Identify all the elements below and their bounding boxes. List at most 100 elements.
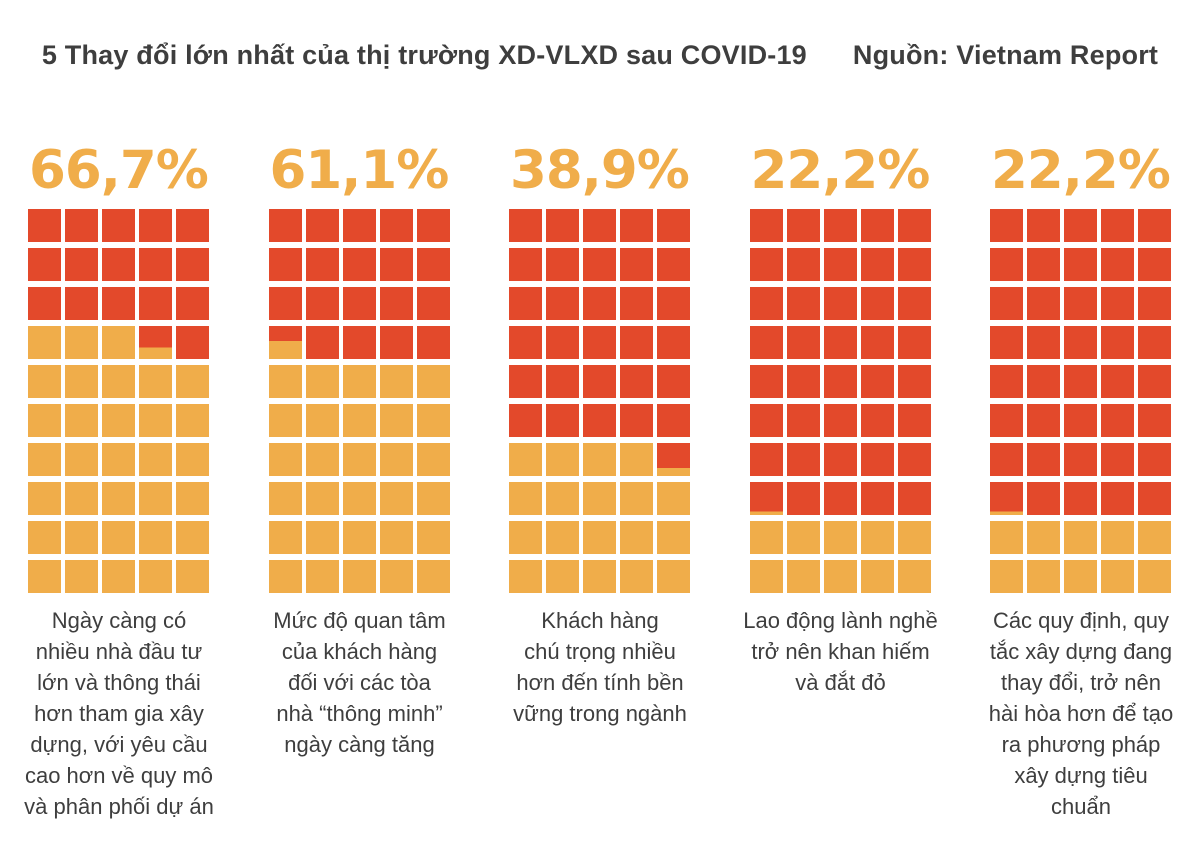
waffle-cell: [1101, 560, 1134, 593]
waffle-cell: [139, 443, 172, 476]
waffle-cell: [305, 482, 339, 515]
waffle-cell: [509, 287, 542, 320]
waffle-cell: [416, 209, 450, 242]
waffle-cell: [990, 443, 1023, 476]
waffle-cell: [546, 404, 579, 437]
waffle-cell: [823, 209, 857, 242]
waffle-cell: [102, 443, 135, 476]
waffle-cell: [620, 404, 653, 437]
waffle-cell: [139, 560, 172, 593]
waffle-cell: [1027, 248, 1060, 281]
percentage-label: 66,7%: [29, 140, 209, 201]
waffle-cell: [823, 287, 857, 320]
waffle-cell: [1138, 209, 1171, 242]
waffle-cell: [1138, 326, 1171, 359]
waffle-cell: [583, 248, 616, 281]
waffle-cell: [176, 248, 209, 281]
waffle-grid: [749, 209, 932, 593]
waffle-cell: [860, 560, 894, 593]
waffle-cell: [546, 248, 579, 281]
waffle-column-5: 22,2% Các quy định, quy tắc xây dựng đang…: [989, 141, 1173, 822]
waffle-cell: [823, 443, 857, 476]
waffle-cell: [176, 521, 209, 554]
waffle-cell: [1101, 326, 1134, 359]
infographic-page: 5 Thay đổi lớn nhất của thị trường XD-VL…: [24, 40, 1173, 822]
waffle-cell: [990, 326, 1023, 359]
waffle-cell: [509, 404, 542, 437]
waffle-cell: [28, 365, 61, 398]
waffle-cell: [786, 209, 820, 242]
waffle-cell: [583, 365, 616, 398]
waffle-cell: [509, 560, 542, 593]
waffle-cell: [379, 209, 413, 242]
waffle-cell: [1064, 560, 1097, 593]
waffle-cell: [416, 560, 450, 593]
waffle-cell: [176, 482, 209, 515]
waffle-cell: [1101, 482, 1134, 515]
waffle-cell: [860, 365, 894, 398]
waffle-cell: [990, 404, 1023, 437]
waffle-cell: [416, 404, 450, 437]
waffle-cell: [583, 326, 616, 359]
waffle-cell: [546, 443, 579, 476]
waffle-cell: [786, 482, 820, 515]
waffle-cell: [379, 560, 413, 593]
waffle-cell: [583, 404, 616, 437]
waffle-cell: [65, 482, 98, 515]
waffle-cell: [342, 521, 376, 554]
waffle-cell: [28, 287, 61, 320]
waffle-cell: [28, 521, 61, 554]
waffle-cell: [620, 287, 653, 320]
waffle-cell: [28, 404, 61, 437]
waffle-cell: [102, 365, 135, 398]
waffle-cell: [379, 404, 413, 437]
waffle-cell: [583, 209, 616, 242]
waffle-cell: [102, 521, 135, 554]
waffle-cell: [1064, 521, 1097, 554]
waffle-cell: [305, 443, 339, 476]
waffle-cell: [416, 482, 450, 515]
waffle-cell: [749, 521, 783, 554]
waffle-cell: [1027, 443, 1060, 476]
waffle-cell: [620, 443, 653, 476]
waffle-cell: [860, 521, 894, 554]
waffle-cell: [1138, 287, 1171, 320]
waffle-cell: [102, 209, 135, 242]
waffle-cell: [1064, 482, 1097, 515]
chart-title: 5 Thay đổi lớn nhất của thị trường XD-VL…: [41, 40, 807, 70]
waffle-cell: [1138, 482, 1171, 515]
waffle-cell: [749, 287, 783, 320]
waffle-cell: [509, 443, 542, 476]
waffle-cell: [1027, 560, 1060, 593]
waffle-cell: [546, 482, 579, 515]
waffle-cell: [65, 365, 98, 398]
waffle-cell: [176, 287, 209, 320]
waffle-cell: [65, 521, 98, 554]
waffle-cell: [1138, 404, 1171, 437]
waffle-cell: [657, 404, 690, 437]
percentage-label: 38,9%: [510, 140, 690, 201]
waffle-cell: [786, 521, 820, 554]
waffle-cell: [342, 287, 376, 320]
waffle-cell: [897, 521, 931, 554]
waffle-cell: [786, 560, 820, 593]
waffle-cell: [786, 287, 820, 320]
waffle-cell: [1138, 365, 1171, 398]
waffle-cell: [657, 482, 690, 515]
waffle-cell: [379, 287, 413, 320]
waffle-cell: [583, 560, 616, 593]
waffle-cell: [379, 443, 413, 476]
waffle-cell: [990, 482, 1023, 515]
waffle-cell: [823, 521, 857, 554]
waffle-cell: [28, 248, 61, 281]
waffle-cell: [583, 443, 616, 476]
waffle-cell: [509, 521, 542, 554]
waffle-cell: [268, 326, 302, 359]
waffle-cell: [1101, 365, 1134, 398]
waffle-cell: [786, 404, 820, 437]
waffle-cell: [342, 365, 376, 398]
waffle-cell: [65, 287, 98, 320]
waffle-cell: [749, 443, 783, 476]
waffle-cell: [102, 326, 135, 359]
waffle-cell: [620, 209, 653, 242]
